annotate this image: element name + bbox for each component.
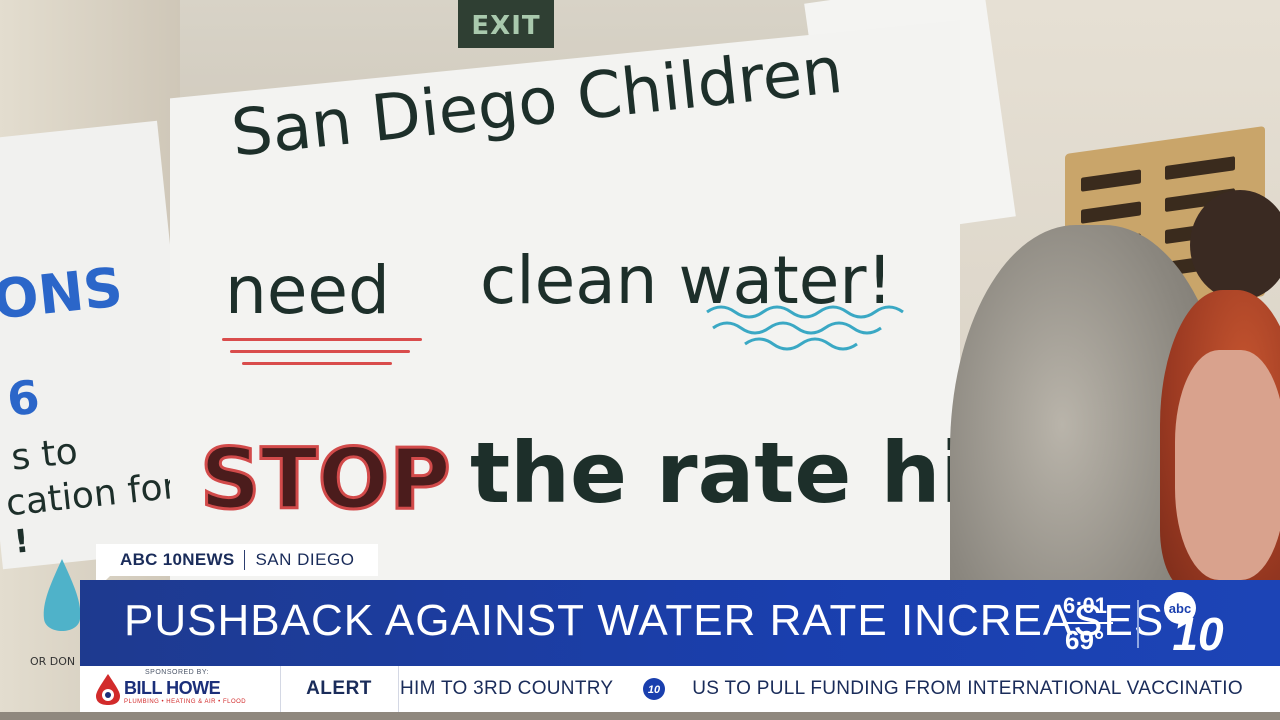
abc-10-logo-icon: abc 10 [1164,592,1224,658]
person-background [1190,190,1280,300]
headline-bar: PUSHBACK AGAINST WATER RATE INCREASES 6:… [80,580,1280,666]
water-drop-logo-icon [96,674,120,705]
svg-text:10: 10 [648,684,661,696]
water-drop-drawing [43,559,81,631]
sponsored-by-label: SPONSORED BY: [145,669,210,676]
location-divider [244,550,246,570]
sign-text-fragment: ONS [0,255,126,332]
red-underline [230,350,410,353]
sign-line-2-clean-water: clean water! [480,242,893,319]
ticker-crawl: HIM TO 3RD COUNTRY 10 US TO PULL FUNDING… [400,666,1280,712]
station-name: ABC 10NEWS [120,550,235,569]
svg-text:abc: abc [1169,601,1191,616]
headline-divider [1137,600,1139,648]
sponsor-block: SPONSORED BY: BILL HOWE PLUMBING • HEATI… [80,666,281,712]
exit-sign: EXIT [458,0,554,48]
sign-line-1: San Diego Children [228,33,846,172]
sign-text-fragment: OR DON [30,655,76,668]
person-face [1175,350,1280,580]
sponsor-name: BILL HOWE [124,678,221,698]
temperature: 69° [1065,625,1105,655]
water-waves-drawing [706,305,904,351]
sponsor-tagline: PLUMBING • HEATING & AIR • FLOOD [124,699,247,705]
sign-text-fragment: 6 [4,369,43,427]
red-underline [222,338,422,341]
location-name: SAN DIEGO [255,550,355,569]
main-protest-sign: San Diego Children need clean water! STO… [170,20,960,580]
time-temp-rule [1063,622,1113,624]
ticker-item: HIM TO 3RD COUNTRY [400,678,614,699]
news-ticker: SPONSORED BY: BILL HOWE PLUMBING • HEATI… [80,666,1280,712]
sign-line-2-need: need [225,252,390,329]
abc-10-ticker-icon: 10 [642,678,665,700]
sign-text-fragment: s to [9,430,80,479]
ticker-item: US TO PULL FUNDING FROM INTERNATIONAL VA… [692,678,1243,699]
sign-line-3-stop: STOP [199,429,453,530]
red-underline [242,362,392,365]
alert-label: ALERT [280,666,399,712]
svg-text:10: 10 [1172,608,1224,658]
location-tab: ABC 10NEWS SAN DIEGO [96,544,379,576]
frame-bottom-strip [0,712,1280,720]
clock-time: 6:01 [1063,593,1108,618]
sign-text-fragment: ! [12,521,31,561]
sign-line-3-rate-hikes: the rate hikes [470,424,1130,522]
headline: PUSHBACK AGAINST WATER RATE INCREASES [124,596,1165,645]
